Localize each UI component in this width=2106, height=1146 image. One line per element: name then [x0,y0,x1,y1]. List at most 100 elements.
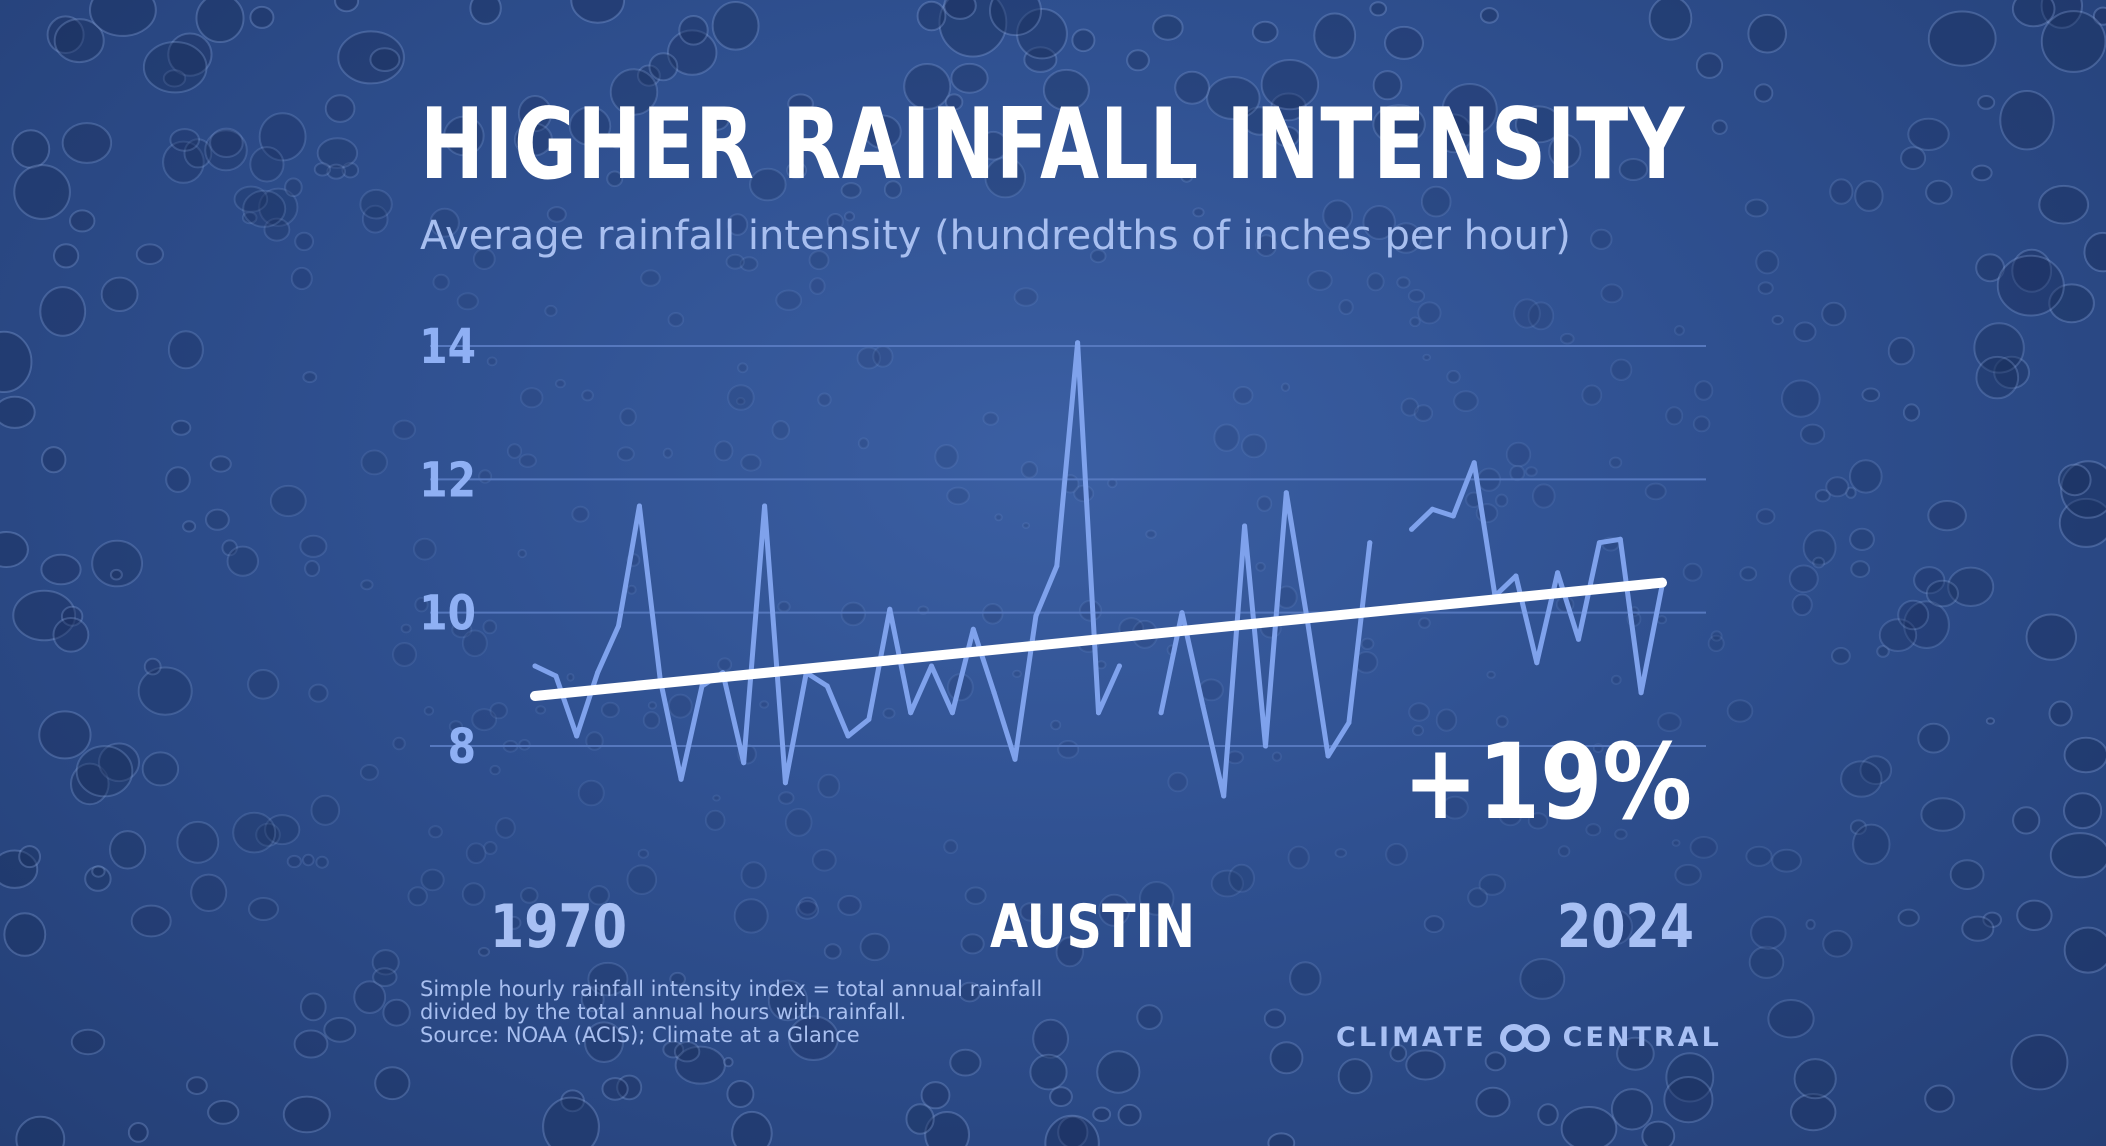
raindrop [310,794,341,826]
footnote: Simple hourly rainfall intensity index =… [420,978,1042,1047]
linked-rings-icon [1499,1023,1550,1052]
raindrop [1514,105,1563,144]
raindrop [731,1110,773,1146]
data-point-1992 [991,690,997,696]
raindrop [284,177,303,198]
raindrop [495,817,516,839]
data-point-2019 [1555,570,1561,576]
raindrop [1420,185,1452,218]
raindrop [232,811,277,854]
raindrop [609,68,659,116]
raindrop [749,167,787,202]
y-tick-label-8: 8 [448,719,476,775]
raindrop [606,170,624,188]
raindrop [143,657,162,676]
raindrop [1366,272,1385,292]
raindrop [1790,1093,1837,1132]
raindrop [938,0,1008,58]
raindrop [392,642,417,667]
raindrop [1985,717,1996,725]
raindrop [702,109,730,131]
raindrop [1840,760,1883,798]
raindrop [109,568,123,581]
raindrop [1089,249,1107,264]
raindrop [1338,299,1354,316]
raindrop [617,446,635,462]
data-point-1987 [887,606,893,612]
data-point-1981 [762,503,768,509]
raindrop [2060,460,2106,519]
raindrop [465,842,487,865]
raindrop [1409,316,1421,328]
raindrop [255,822,281,847]
raindrop [171,419,192,436]
raindrop [207,1099,240,1125]
chart-title: HIGHER RAINFALL INTENSITY [420,88,1686,202]
raindrop [1441,795,1469,820]
raindrop [1362,205,1396,240]
raindrop [461,882,486,906]
series-line-segment [1409,460,1665,696]
raindrop [1648,0,1693,41]
data-point-1995 [1054,563,1060,569]
raindrop [337,30,405,85]
raindrop [414,597,429,613]
raindrop [290,266,313,291]
raindrop [91,539,143,588]
raindrop [1755,249,1780,275]
raindrop [1781,379,1821,418]
raindrop [1610,358,1633,381]
raindrop [1136,1004,1163,1030]
raindrop [1050,719,1062,731]
raindrop [443,115,485,157]
raindrop [1495,715,1509,728]
raindrop [205,508,230,531]
data-point-2023 [1638,690,1644,696]
raindrop [1271,751,1283,762]
raindrop [53,243,80,269]
raindrop [1618,158,1649,181]
raindrop [1096,1050,1141,1094]
raindrop [637,848,650,859]
raindrop [1907,117,1950,151]
data-point-1977 [678,776,684,782]
raindrop [727,384,755,411]
raindrop [167,32,213,77]
raindrop [1013,287,1039,307]
data-point-1998 [1116,663,1122,669]
raindrop [1665,406,1684,426]
raindrop [1949,859,1985,890]
raindrop [2058,497,2106,548]
raindrop [100,276,139,312]
raindrop [1927,10,1997,67]
raindrop [626,584,637,595]
raindrop [737,362,749,374]
raindrop [40,553,82,586]
raindrop [648,52,679,82]
raindrop [2048,283,2095,324]
raindrop [1767,999,1815,1039]
raindrop [1689,836,1719,859]
raindrop [946,486,970,506]
raindrop [1920,797,1966,832]
raindrop [326,163,347,180]
rainfall-series [532,340,1665,799]
raindrop [1831,647,1851,665]
raindrop [739,256,759,272]
x-label-start-year: 1970 [490,892,627,962]
raindrop [302,371,318,384]
raindrop [315,855,329,869]
raindrop [704,809,726,831]
raindrop [1829,178,1854,205]
data-point-2010 [1367,540,1373,546]
raindrop [359,188,393,220]
raindrop [513,122,553,157]
raindrop [1228,863,1255,893]
raindrop [786,161,807,180]
raindrop [1269,1041,1304,1075]
raindrop [916,0,947,32]
raindrop [304,560,321,577]
raindrop [1167,771,1189,793]
raindrop [994,513,1003,522]
